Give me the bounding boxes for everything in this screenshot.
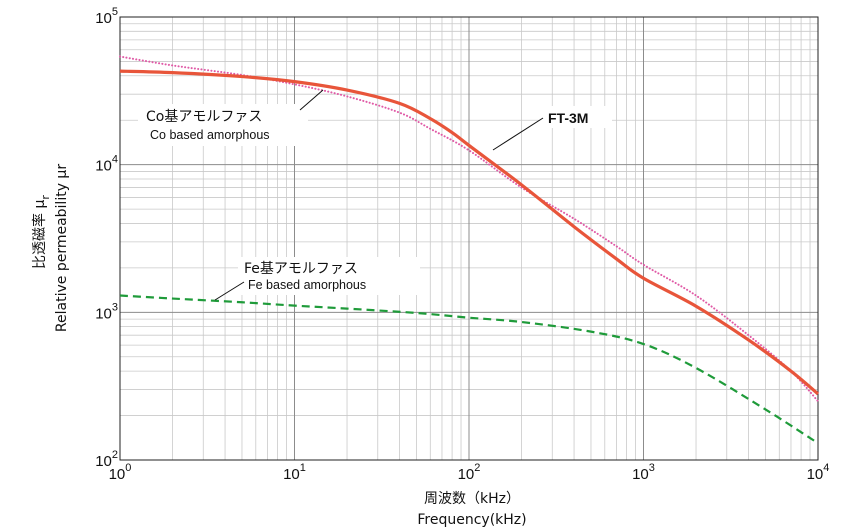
x-tick-label: 104 — [807, 462, 830, 483]
series-ft3m-line — [119, 69, 820, 396]
x-tick-label: 101 — [283, 462, 306, 483]
annotation-ft3m-leader — [492, 117, 544, 151]
annotation-ft3m: FT-3M — [492, 106, 612, 151]
x-tick-label: 100 — [109, 462, 132, 483]
annotation-fe-background — [238, 257, 420, 295]
annotation-fe-label: Fe基アモルファス — [244, 260, 358, 277]
y-axis-label-japanese-group: 比透磁率 μr — [31, 195, 52, 269]
annotation-fe-leader — [214, 281, 245, 301]
y-tick-label: 103 — [95, 301, 118, 322]
annotation-co-label: Co基アモルファス — [146, 108, 262, 125]
y-tick-label: 102 — [95, 449, 118, 470]
y-tick-label: 105 — [95, 6, 118, 27]
x-tick-label: 103 — [632, 462, 655, 483]
series-lines — [119, 55, 820, 445]
plot-area-frame — [119, 16, 819, 461]
y-axis-label-english-group: Relative permeability μr — [54, 164, 70, 332]
y-tick-label: 104 — [95, 154, 118, 175]
annotation-fe-sublabel: Fe based amorphous — [248, 278, 366, 292]
x-tick-label: 102 — [458, 462, 481, 483]
x-axis-label-english: Frequency(kHz) — [417, 512, 526, 528]
annotation-co-leader — [299, 89, 324, 111]
annotation-co-amorphous: Co基アモルファス Co based amorphous — [138, 89, 324, 146]
x-axis-tick-labels: 100 101 102 103 104 — [109, 462, 830, 483]
annotation-co-sublabel: Co based amorphous — [150, 128, 270, 142]
annotation-ft3m-background — [540, 106, 612, 128]
annotation-co-background — [138, 104, 308, 146]
x-axis-label-japanese: 周波数（kHz） — [424, 491, 520, 507]
annotation-ft3m-label: FT-3M — [548, 110, 588, 126]
major-gridlines — [120, 17, 818, 460]
y-axis-label-japanese: 比透磁率 μr — [31, 195, 52, 269]
y-axis-tick-labels: 102 103 104 105 — [95, 6, 118, 470]
annotation-fe-amorphous: Fe基アモルファス Fe based amorphous — [214, 257, 420, 301]
series-fe-amorphous-line — [119, 294, 819, 445]
y-axis-label-english: Relative permeability μr — [54, 164, 70, 332]
